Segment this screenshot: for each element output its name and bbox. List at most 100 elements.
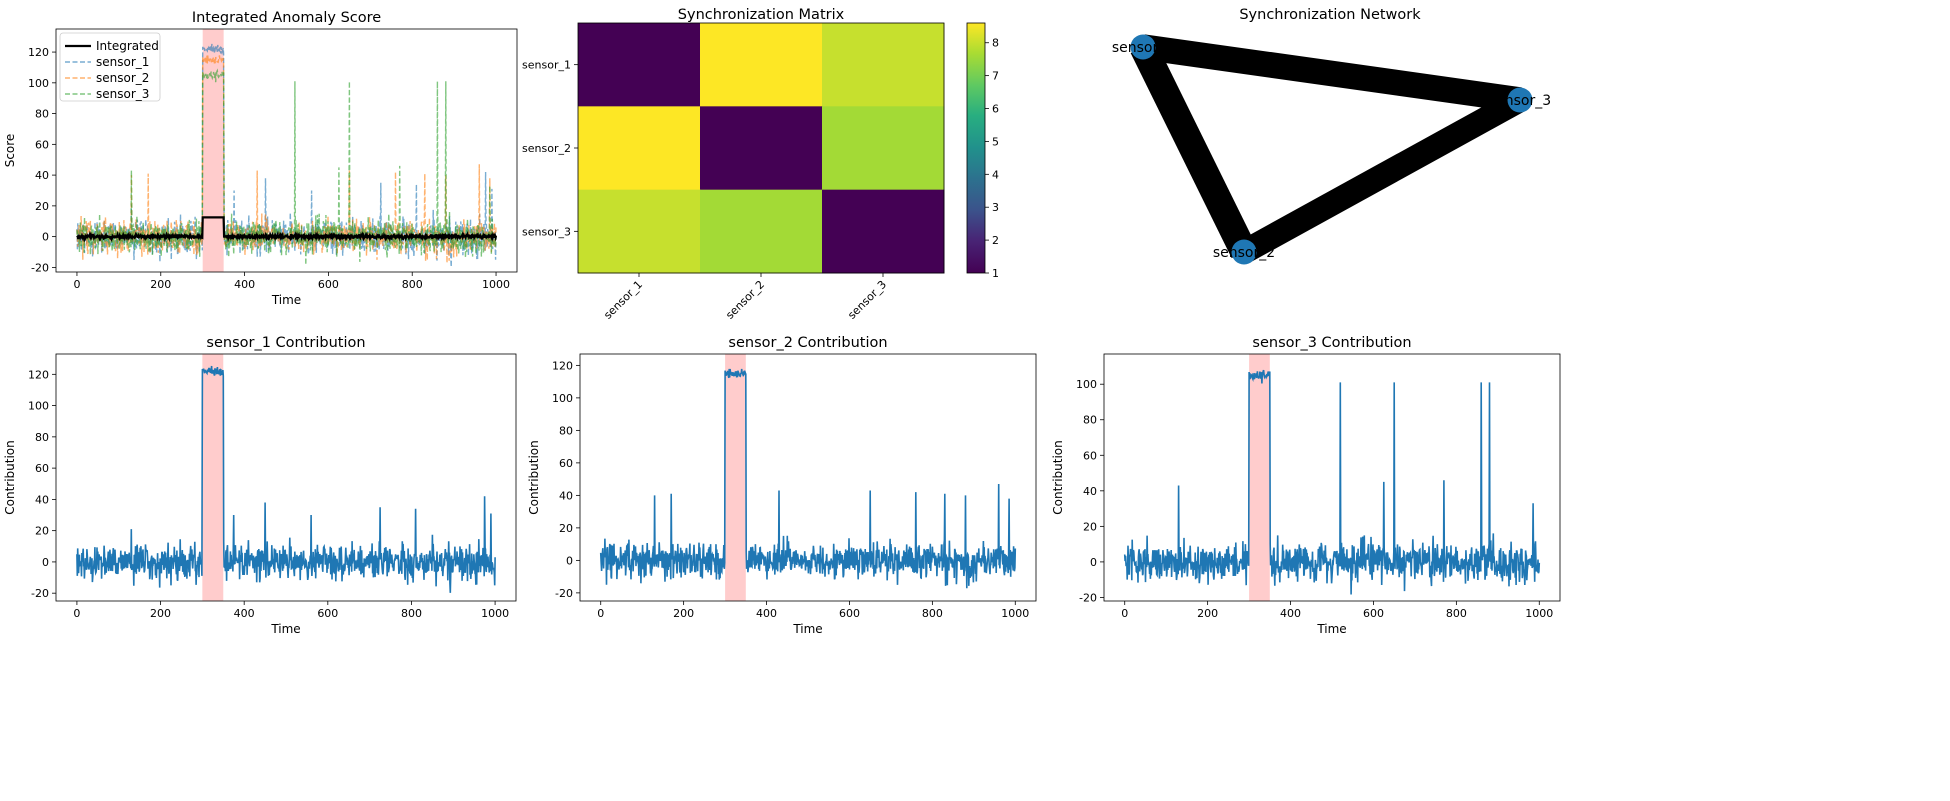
y-tick-label: -20 bbox=[555, 587, 573, 600]
chart-title: sensor_3 Contribution bbox=[1252, 335, 1411, 351]
y-tick-label: -20 bbox=[31, 587, 49, 600]
chart-title: sensor_2 Contribution bbox=[728, 335, 887, 351]
y-tick-label: 20 bbox=[35, 525, 49, 538]
legend-label-Integrated: Integrated bbox=[96, 39, 159, 53]
y-tick-label: 20 bbox=[35, 200, 49, 213]
y-axis-label: Contribution bbox=[3, 440, 17, 515]
y-tick-label: 40 bbox=[35, 493, 49, 506]
y-tick-label: 80 bbox=[35, 431, 49, 444]
network-node-label: sensor_3 bbox=[1489, 93, 1551, 109]
axes-frame bbox=[579, 353, 1037, 602]
axes-frame bbox=[55, 353, 517, 602]
plot-area bbox=[76, 29, 498, 272]
x-tick-label: 800 bbox=[401, 607, 422, 620]
y-tick-label: 40 bbox=[35, 169, 49, 182]
y-tick-label: 80 bbox=[35, 108, 49, 121]
x-tick-label: 800 bbox=[1446, 607, 1467, 620]
x-tick-label: 1000 bbox=[1525, 607, 1553, 620]
x-tick-label: 200 bbox=[150, 278, 171, 291]
colorbar-tick-label: 7 bbox=[992, 70, 999, 83]
x-tick-label: 0 bbox=[73, 278, 80, 291]
y-tick-label: 0 bbox=[1090, 556, 1097, 569]
heatmap-cell bbox=[822, 189, 945, 274]
y-tick-label: 0 bbox=[42, 231, 49, 244]
anomaly-highlight-band bbox=[1249, 354, 1270, 601]
sensor-1-contribution-panel: 0 200 400 600 800 1000 -20 0 20 40 60 80 100 120 senso… bbox=[3, 335, 517, 636]
colorbar-tick-label: 6 bbox=[992, 103, 999, 116]
chart-title: Integrated Anomaly Score bbox=[192, 10, 381, 26]
colorbar-tick-label: 8 bbox=[992, 37, 999, 50]
network-edge bbox=[1141, 34, 1522, 113]
x-tick-label: 400 bbox=[234, 607, 255, 620]
series-line-sensor_1 bbox=[76, 365, 496, 593]
y-tick-label: 100 bbox=[28, 77, 49, 90]
y-tick-label: 40 bbox=[559, 489, 573, 502]
y-tick-label: 100 bbox=[1076, 378, 1097, 391]
x-tick-label: 400 bbox=[1280, 607, 1301, 620]
y-tick-label: 60 bbox=[35, 462, 49, 475]
y-tick-label: 0 bbox=[42, 556, 49, 569]
colorbar-tick-label: 4 bbox=[992, 168, 999, 181]
row-label: sensor_1 bbox=[522, 59, 571, 72]
y-tick-label: 120 bbox=[28, 368, 49, 381]
y-tick-label: -20 bbox=[31, 261, 49, 274]
network-node-label: sensor_1 bbox=[1112, 40, 1174, 56]
row-label: sensor_3 bbox=[522, 225, 571, 238]
heatmap-cell bbox=[578, 189, 701, 274]
x-tick-label: 0 bbox=[597, 607, 604, 620]
y-tick-label: 100 bbox=[28, 400, 49, 413]
y-tick-label: 60 bbox=[35, 138, 49, 151]
colorbar-tick-label: 3 bbox=[992, 201, 999, 214]
x-tick-label: 800 bbox=[922, 607, 943, 620]
x-tick-label: 800 bbox=[402, 278, 423, 291]
network-node bbox=[1507, 87, 1533, 113]
y-tick-label: -20 bbox=[1079, 591, 1097, 604]
sync-matrix-panel: Synchronization Matrix sensor_1 sensor_2se… bbox=[522, 7, 999, 322]
y-tick-label: 100 bbox=[552, 392, 573, 405]
chart-title: sensor_1 Contribution bbox=[206, 335, 365, 351]
heatmap-cell bbox=[822, 23, 945, 107]
series-line-sensor_3 bbox=[1123, 369, 1541, 595]
y-tick-label: 60 bbox=[1083, 449, 1097, 462]
x-axis-label: Time bbox=[271, 293, 301, 307]
chart-title: Synchronization Network bbox=[1239, 7, 1421, 23]
plot-area bbox=[1123, 354, 1541, 601]
anomaly-highlight-band bbox=[202, 29, 224, 272]
series-line-Integrated bbox=[76, 216, 498, 243]
y-axis-label: Score bbox=[3, 134, 17, 168]
row-label: sensor_2 bbox=[522, 142, 571, 155]
anomaly-highlight-band bbox=[202, 354, 224, 601]
y-axis-label: Contribution bbox=[527, 440, 541, 515]
y-tick-label: 0 bbox=[566, 554, 573, 567]
x-tick-label: 200 bbox=[150, 607, 171, 620]
legend-label-sensor_2: sensor_2 bbox=[96, 71, 149, 85]
y-tick-label: 80 bbox=[559, 424, 573, 437]
y-tick-label: 80 bbox=[1083, 414, 1097, 427]
axes-frame bbox=[55, 28, 518, 273]
heatmap-cell bbox=[700, 23, 823, 107]
y-tick-label: 120 bbox=[552, 359, 573, 372]
x-tick-label: 0 bbox=[73, 607, 80, 620]
x-axis-label: Time bbox=[270, 622, 300, 636]
sensor-3-contribution-panel: 0 200 400 600 800 1000 -20 0 20 40 60 80 100 sensor_3… bbox=[1051, 335, 1561, 636]
integrated-score-panel: 0 200 400 600 800 1000 -20 0 20 40 60 80 100 120 Integ… bbox=[3, 10, 518, 307]
anomaly-highlight-band bbox=[725, 354, 746, 601]
colorbar-tick-label: 2 bbox=[992, 234, 999, 247]
heatmap-cell bbox=[700, 189, 823, 274]
x-tick-label: 0 bbox=[1121, 607, 1128, 620]
x-tick-label: 400 bbox=[756, 607, 777, 620]
legend-box bbox=[59, 32, 161, 102]
sensor-2-contribution-panel: 0 200 400 600 800 1000 -20 0 20 40 60 80 100 120 senso… bbox=[527, 335, 1037, 636]
y-tick-label: 40 bbox=[1083, 485, 1097, 498]
x-tick-label: 600 bbox=[317, 607, 338, 620]
network-node bbox=[1130, 34, 1156, 60]
heatmap-cell bbox=[700, 106, 823, 191]
y-tick-label: 20 bbox=[1083, 520, 1097, 533]
heatmap-cell bbox=[578, 106, 701, 191]
plot-area bbox=[76, 354, 496, 601]
heatmap-cell bbox=[578, 23, 701, 107]
x-tick-label: 1000 bbox=[482, 278, 510, 291]
x-axis-label: Time bbox=[792, 622, 822, 636]
colorbar-tick-label: 5 bbox=[992, 135, 999, 148]
